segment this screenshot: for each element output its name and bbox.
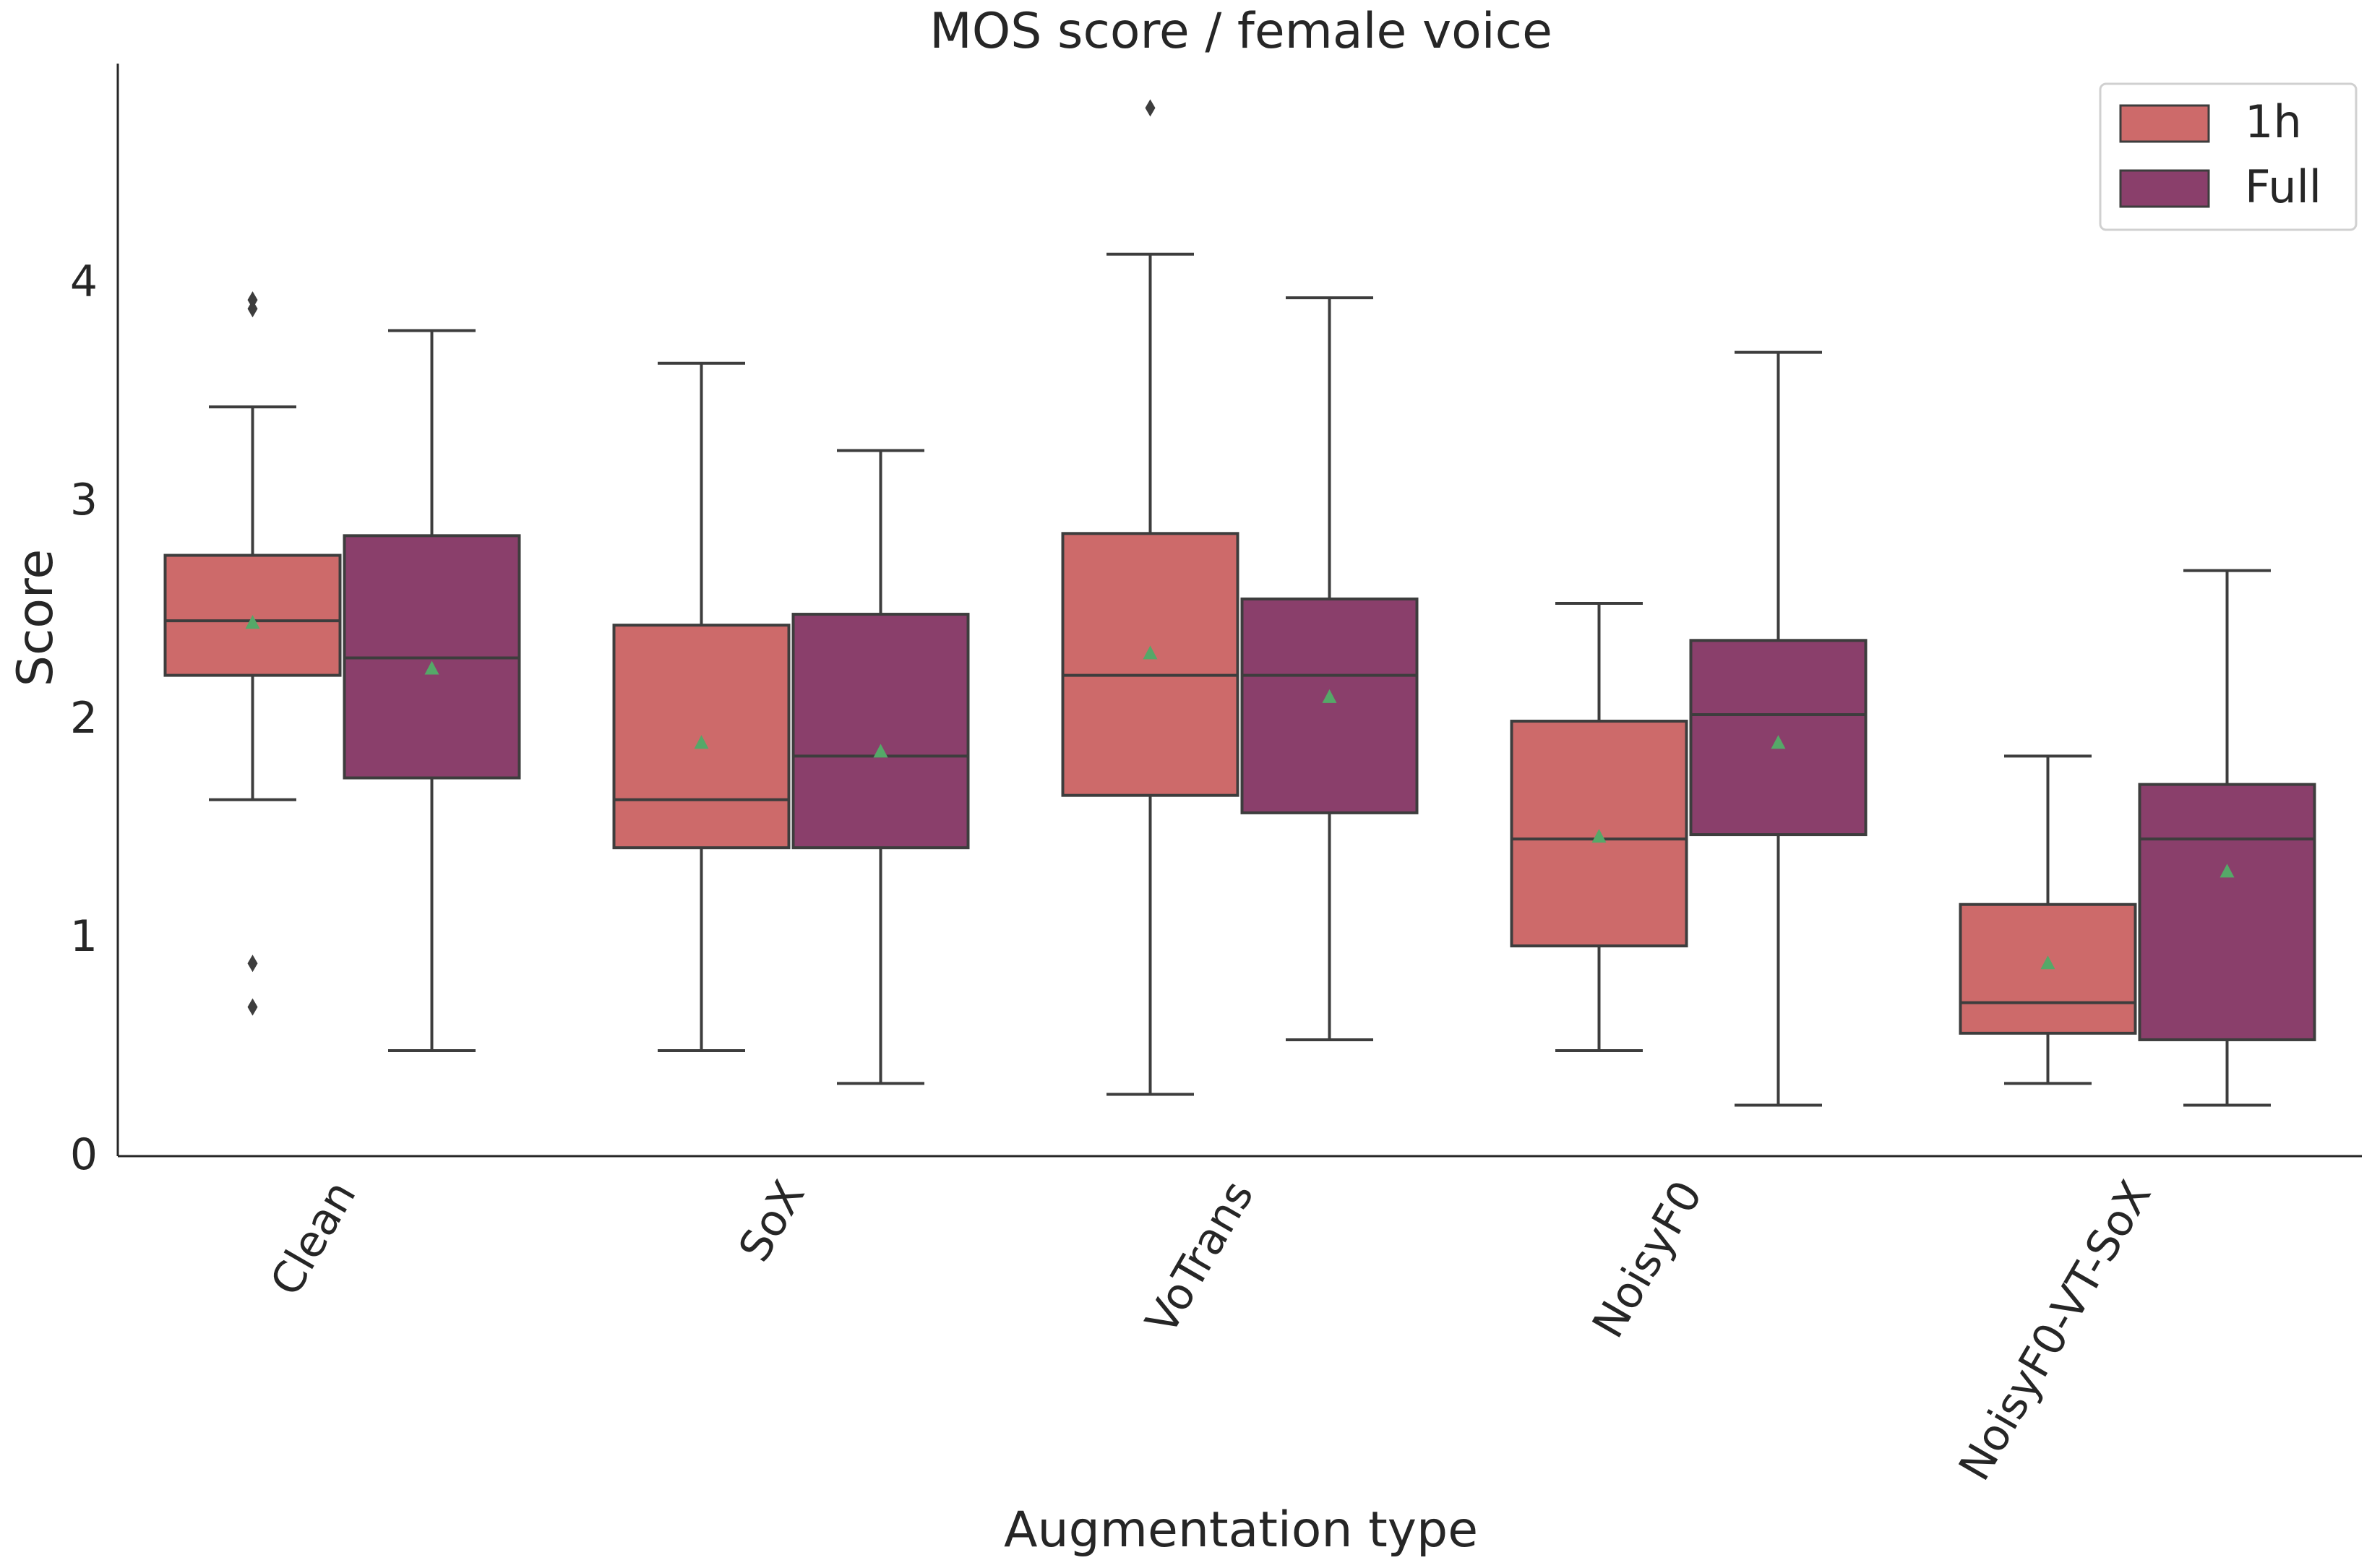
x-tick-label-sox: SoX [729, 1173, 815, 1270]
box-clean-1h [163, 291, 342, 1016]
box-noisyf0-full [1689, 350, 1868, 1107]
x-tick-label-noisyf0-vt-sox: NoisyF0-VT-SoX [1949, 1173, 2161, 1489]
outlier-clean-1h-2 [247, 300, 258, 318]
mean-marker-noisyf0-vt-sox-1h [2040, 955, 2055, 970]
mean-marker-noisyf0-full [1771, 735, 1786, 749]
legend-label-full: Full [2245, 160, 2321, 213]
y-tick-label-3: 3 [70, 475, 98, 525]
iqr-box-sox-full [791, 613, 970, 850]
outlier-clean-1h-1 [247, 955, 258, 973]
box-clean-full [343, 329, 521, 1053]
iqr-box-votrans-1h [1061, 532, 1239, 797]
box-sox-1h [612, 361, 791, 1053]
x-tick-label-clean: Clean [261, 1173, 366, 1304]
box-noisyf0-1h [1510, 601, 1688, 1053]
box-votrans-1h [1061, 99, 1239, 1096]
box-sox-full [791, 449, 970, 1085]
outlier-votrans-1h-0 [1145, 99, 1156, 117]
mean-marker-noisyf0-vt-sox-full [2220, 863, 2235, 878]
mean-marker-sox-full [873, 744, 888, 758]
mean-marker-votrans-1h [1143, 645, 1158, 660]
outlier-clean-1h-3 [247, 291, 258, 309]
chart-title: MOS score / female voice [929, 3, 1552, 60]
y-tick-label-4: 4 [70, 257, 98, 307]
x-tick-label-noisyf0: NoisyF0 [1583, 1173, 1712, 1347]
outlier-clean-1h-0 [247, 998, 258, 1016]
box-votrans-full [1240, 296, 1419, 1041]
mean-marker-votrans-full [1322, 689, 1337, 703]
iqr-box-noisyf0-vt-sox-full [2138, 783, 2316, 1041]
box-noisyf0-vt-sox-full [2138, 569, 2316, 1107]
legend-swatch-1h [2119, 104, 2210, 143]
x-tick-label-votrans: VoTrans [1136, 1173, 1263, 1343]
legend: 1h Full [2099, 82, 2358, 231]
mean-marker-noisyf0-1h [1591, 829, 1607, 843]
mean-marker-clean-full [424, 660, 439, 675]
iqr-box-clean-1h [163, 553, 342, 677]
x-axis-label: Augmentation type [1004, 1502, 1478, 1559]
y-tick-label-1: 1 [70, 911, 98, 962]
iqr-box-votrans-full [1240, 597, 1419, 814]
mean-marker-clean-1h [245, 615, 260, 629]
legend-swatch-full [2119, 169, 2210, 208]
y-axis-label: Score [7, 549, 64, 686]
y-tick-label-0: 0 [70, 1129, 98, 1180]
mean-marker-sox-1h [694, 735, 709, 749]
y-tick-label-2: 2 [70, 693, 98, 744]
box-noisyf0-vt-sox-1h [1959, 754, 2137, 1085]
legend-label-1h: 1h [2245, 95, 2302, 148]
